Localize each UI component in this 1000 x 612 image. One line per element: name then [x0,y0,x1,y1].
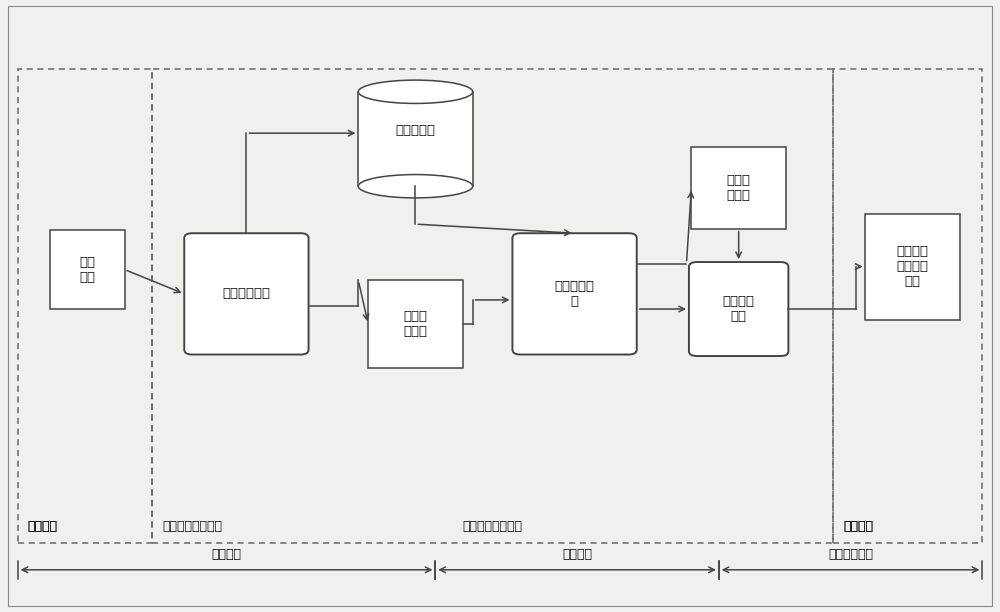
Bar [358,92,473,186]
Bar [833,70,982,542]
Bar [691,147,786,229]
Ellipse shape [358,174,473,198]
Text: 指令资源库: 指令资源库 [395,124,435,137]
Text: 用户界面: 用户界面 [28,520,58,534]
Bar [865,214,960,319]
Text: 用户
命令: 用户 命令 [79,256,95,283]
Ellipse shape [358,80,473,103]
Text: 语义分析: 语义分析 [212,548,242,561]
Bar [18,70,152,542]
FancyBboxPatch shape [512,233,637,354]
Text: 物流管理系统平台: 物流管理系统平台 [463,520,523,534]
Bar [152,70,833,542]
Text: 物流管理系统平台: 物流管理系统平台 [162,520,222,534]
FancyBboxPatch shape [184,233,309,354]
Text: 用户界面: 用户界面 [843,520,873,534]
Text: 指令资源组合: 指令资源组合 [828,548,873,561]
FancyBboxPatch shape [689,262,788,356]
Text: 指令分析: 指令分析 [562,548,592,561]
Bar [50,230,125,309]
Text: 资源资源
组合: 资源资源 组合 [723,295,755,323]
Text: 用户界面: 用户界面 [28,520,58,534]
Text: 次级响
应指令: 次级响 应指令 [727,174,751,202]
Text: 指令分析引
擎: 指令分析引 擎 [555,280,595,308]
Text: 语义分析引擎: 语义分析引擎 [222,288,270,300]
Text: 用户界面: 用户界面 [843,520,873,534]
Bar [368,280,463,368]
Text: 初级响
应指令: 初级响 应指令 [403,310,427,338]
Text: 可执行命
令和显示
文本: 可执行命 令和显示 文本 [897,245,929,288]
